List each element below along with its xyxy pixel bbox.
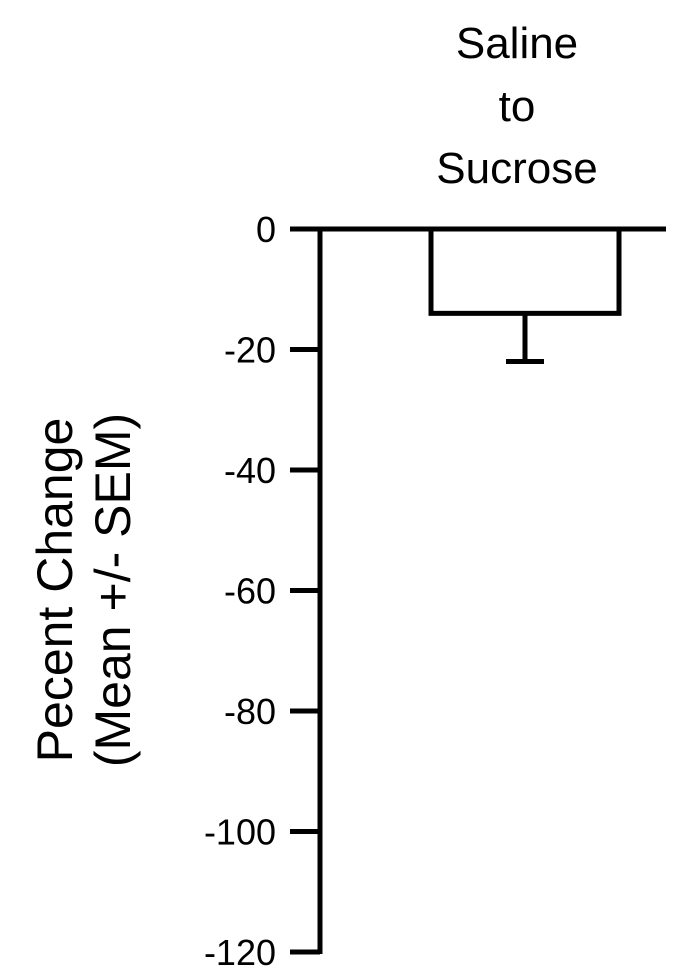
y-tick-label: -20 (224, 330, 276, 371)
y-axis-title: Pecent Change (Mean +/- SEM) (27, 413, 141, 767)
y-tick-label: -40 (224, 450, 276, 491)
y-tick-label: -60 (224, 571, 276, 612)
y-axis-tick-labels: 0 -20 -40 -60 -80 -100 -120 (204, 209, 276, 968)
y-axis-ticks (290, 347, 320, 955)
y-tick-label: -120 (204, 932, 276, 968)
bars (428, 226, 622, 365)
y-axis-title-line-2: (Mean +/- SEM) (85, 413, 141, 767)
y-tick-label: -80 (224, 691, 276, 732)
category-label-line-2: to (499, 82, 536, 131)
y-tick-label: -100 (204, 812, 276, 853)
category-label-line-3: Sucrose (436, 144, 597, 193)
category-label-line-1: Saline (456, 19, 578, 68)
bar-saline-to-sucrose (428, 226, 622, 316)
category-label: Saline to Sucrose (436, 19, 597, 193)
y-axis-title-line-1: Pecent Change (27, 418, 83, 763)
y-tick-label: 0 (256, 209, 276, 250)
